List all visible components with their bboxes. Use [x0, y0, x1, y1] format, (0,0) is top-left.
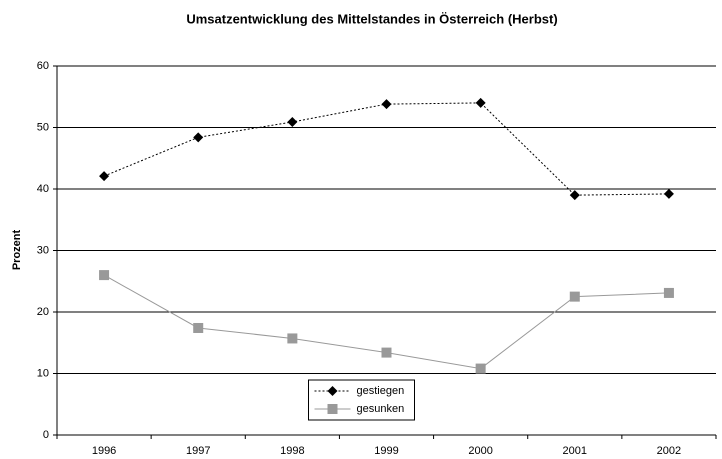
marker	[475, 363, 486, 374]
x-tick-label: 2000	[468, 445, 492, 457]
y-tick-label: 0	[43, 429, 49, 441]
marker	[381, 99, 392, 110]
marker	[193, 322, 204, 333]
chart-title: Umsatzentwicklung des Mittelstandes in Ö…	[186, 11, 557, 26]
legend-label: gestiegen	[357, 385, 405, 397]
legend-box	[308, 379, 415, 421]
y-tick-label: 40	[37, 183, 49, 195]
marker	[569, 190, 580, 201]
y-tick-label: 30	[37, 244, 49, 256]
marker	[193, 132, 204, 143]
series-line	[103, 102, 669, 196]
x-tick-label: 1999	[374, 445, 398, 457]
marker	[663, 287, 674, 298]
y-tick-label: 60	[37, 60, 49, 72]
marker	[327, 386, 338, 396]
legend: gestiegen gesunken	[308, 379, 415, 421]
marker	[99, 171, 110, 182]
x-tick-label: 1996	[92, 445, 116, 457]
marker	[663, 188, 674, 199]
y-tick-label: 50	[37, 121, 49, 133]
legend-label: gesunken	[357, 403, 405, 415]
y-tick-label: 10	[37, 367, 49, 379]
marker	[99, 270, 110, 281]
y-tick-label: 20	[37, 306, 49, 318]
marker	[475, 97, 486, 108]
marker	[287, 116, 298, 127]
marker	[381, 347, 392, 358]
marker	[287, 333, 298, 344]
marker	[569, 291, 580, 302]
x-tick-label: 1998	[280, 445, 304, 457]
x-tick-label: 2001	[563, 445, 587, 457]
x-tick-label: 2002	[657, 445, 681, 457]
x-tick-label: 1997	[186, 445, 210, 457]
marker	[327, 404, 338, 414]
y-axis-label: Prozent	[11, 229, 23, 270]
